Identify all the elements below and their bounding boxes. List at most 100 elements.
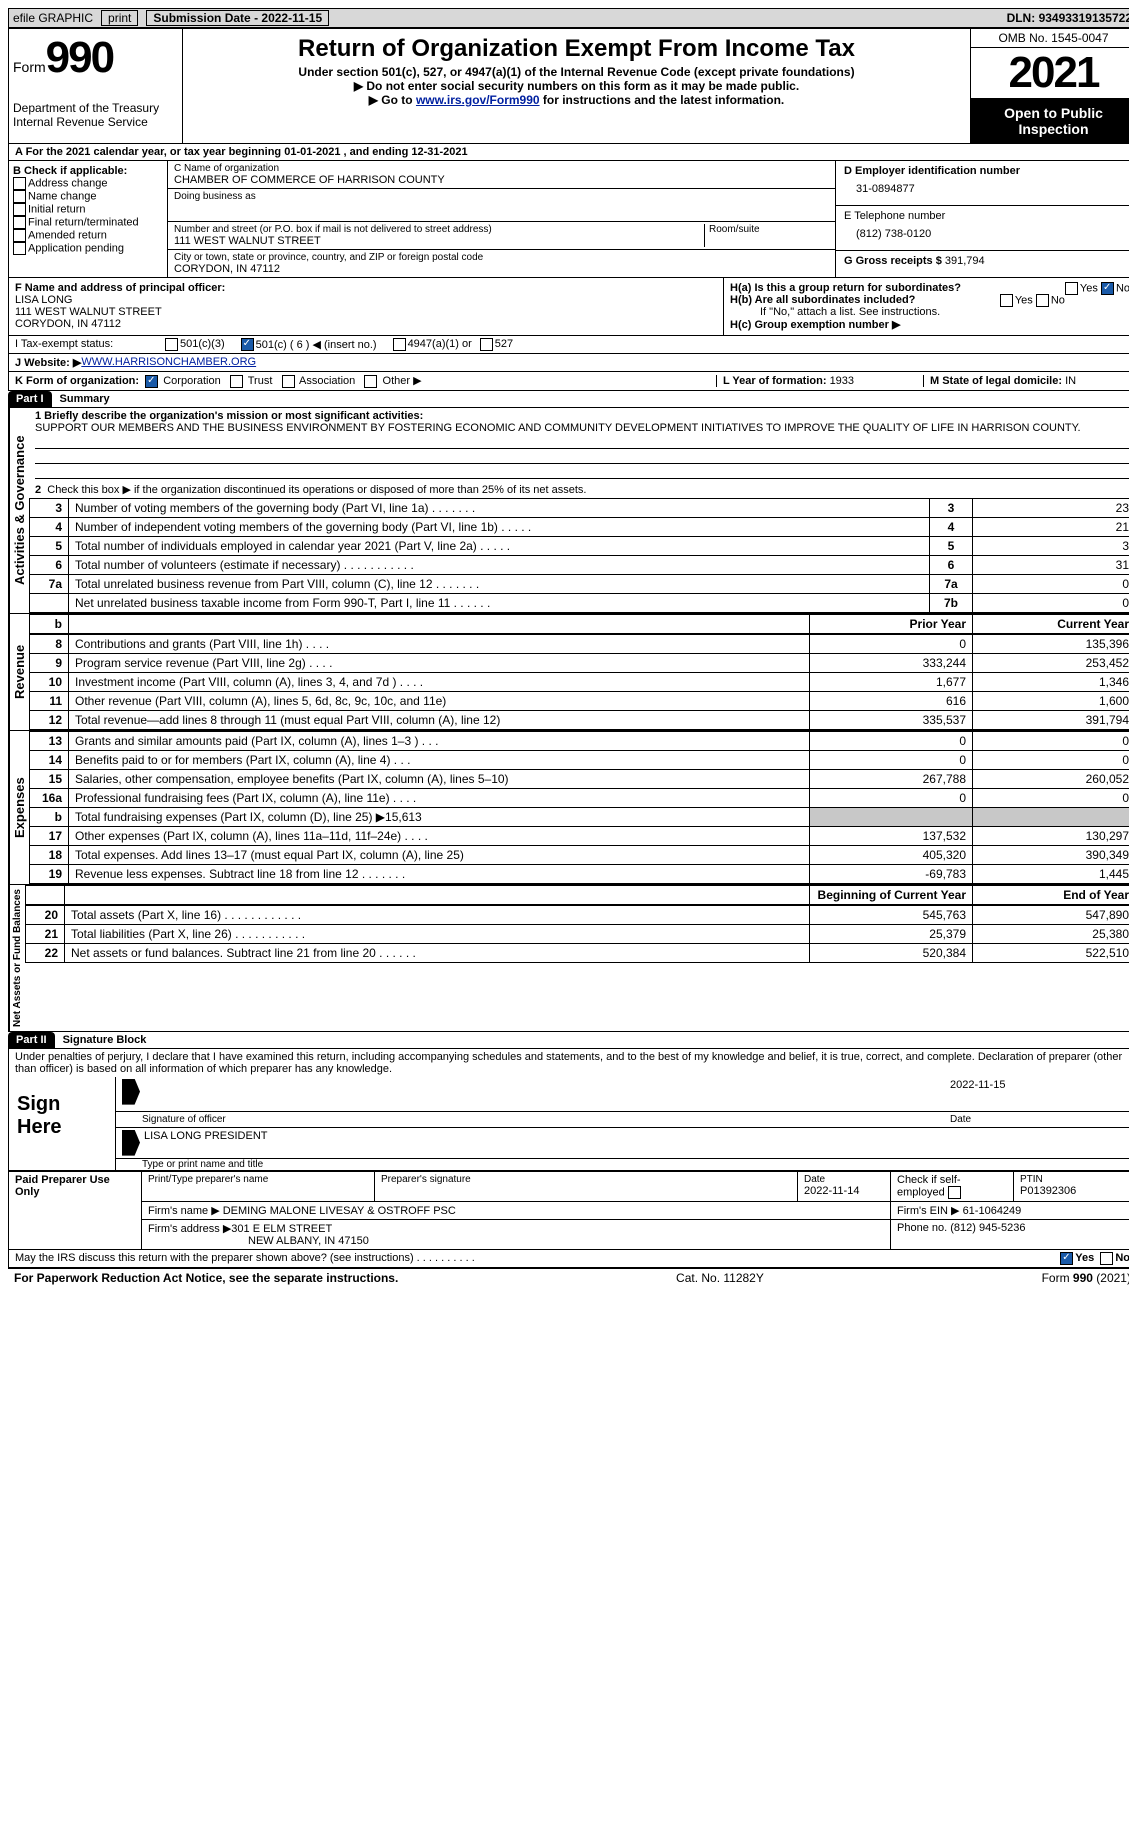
hb-yes[interactable] (1000, 294, 1013, 307)
table-exp: 13Grants and similar amounts paid (Part … (29, 731, 1129, 884)
omb-number: OMB No. 1545-0047 (971, 29, 1129, 48)
table-row: 7aTotal unrelated business revenue from … (30, 574, 1129, 593)
phone-box: E Telephone number (812) 738-0120 (836, 206, 1129, 251)
section-bcd: B Check if applicable: Address change Na… (8, 161, 1129, 278)
footer: For Paperwork Reduction Act Notice, see … (8, 1268, 1129, 1287)
b-label: B Check if applicable: (13, 165, 127, 177)
org-name: CHAMBER OF COMMERCE OF HARRISON COUNTY (174, 174, 829, 186)
col-b: B Check if applicable: Address change Na… (9, 161, 168, 277)
table-row: 10Investment income (Part VIII, column (… (30, 672, 1129, 691)
ha-no[interactable] (1101, 282, 1114, 295)
table-net: 20Total assets (Part X, line 16) . . . .… (25, 905, 1129, 963)
table-row: bTotal fundraising expenses (Part IX, co… (30, 807, 1129, 826)
table-rev: 8Contributions and grants (Part VIII, li… (29, 634, 1129, 730)
table-row: 9Program service revenue (Part VIII, lin… (30, 653, 1129, 672)
arrow-icon (122, 1079, 140, 1105)
h-note: If "No," attach a list. See instructions… (730, 306, 1129, 318)
table-row: 22Net assets or fund balances. Subtract … (26, 943, 1129, 962)
gross-receipts: 391,794 (945, 255, 985, 267)
dba-box: Doing business as (168, 189, 835, 222)
k-other[interactable] (364, 375, 377, 388)
irs-link[interactable]: www.irs.gov/Form990 (416, 93, 540, 107)
col-c: C Name of organization CHAMBER OF COMMER… (168, 161, 835, 277)
table-row: 17Other expenses (Part IX, column (A), l… (30, 826, 1129, 845)
declaration: Under penalties of perjury, I declare th… (8, 1048, 1129, 1077)
chk-name[interactable]: Name change (13, 190, 163, 203)
header-left: Form990 Department of the Treasury Inter… (9, 29, 183, 143)
table-row: 5Total number of individuals employed in… (30, 536, 1129, 555)
table-row: 19Revenue less expenses. Subtract line 1… (30, 864, 1129, 883)
row-j: J Website: ▶ WWW.HARRISONCHAMBER.ORG (8, 354, 1129, 372)
table-ag: 3Number of voting members of the governi… (29, 498, 1129, 613)
vtab-exp: Expenses (9, 731, 29, 884)
discuss-no[interactable] (1100, 1252, 1113, 1265)
vtab-net: Net Assets or Fund Balances (9, 885, 25, 1031)
sign-date: 2022-11-15 (950, 1079, 1129, 1109)
city: CORYDON, IN 47112 (174, 263, 829, 275)
table-row: 13Grants and similar amounts paid (Part … (30, 731, 1129, 750)
website-link[interactable]: WWW.HARRISONCHAMBER.ORG (81, 356, 256, 369)
table-row: 15Salaries, other compensation, employee… (30, 769, 1129, 788)
part1-header: Part ISummary (8, 391, 1129, 407)
i-501c[interactable] (241, 338, 254, 351)
chk-amended[interactable]: Amended return (13, 229, 163, 242)
table-row: 21Total liabilities (Part X, line 26) . … (26, 924, 1129, 943)
h-section: H(a) Is this a group return for subordin… (724, 278, 1129, 335)
part2-header: Part IISignature Block (8, 1032, 1129, 1048)
net-block: Net Assets or Fund Balances Beginning of… (8, 885, 1129, 1032)
footer-mid: Cat. No. 11282Y (676, 1271, 764, 1285)
line2: 2 Check this box ▶ if the organization d… (29, 481, 1129, 498)
arrow-icon (122, 1130, 140, 1156)
print-button[interactable]: print (101, 10, 138, 26)
paid-label: Paid Preparer Use Only (9, 1171, 142, 1249)
table-row: 8Contributions and grants (Part VIII, li… (30, 634, 1129, 653)
h-c: H(c) Group exemption number ▶ (730, 318, 1129, 331)
table-net-head: Beginning of Current YearEnd of Year (25, 885, 1129, 905)
form-header: Form990 Department of the Treasury Inter… (8, 28, 1129, 144)
k-corp[interactable] (145, 375, 158, 388)
city-box: City or town, state or province, country… (168, 250, 835, 277)
k-assoc[interactable] (282, 375, 295, 388)
chk-self-employed[interactable] (948, 1186, 961, 1199)
chk-final[interactable]: Final return/terminated (13, 216, 163, 229)
street: 111 WEST WALNUT STREET (174, 235, 704, 247)
top-bar: efile GRAPHIC print Submission Date - 20… (8, 8, 1129, 28)
sign-here-block: Sign Here 2022-11-15 Signature of office… (8, 1077, 1129, 1171)
open-inspection: Open to Public Inspection (971, 99, 1129, 143)
irs-label: Internal Revenue Service (13, 115, 178, 129)
chk-address[interactable]: Address change (13, 177, 163, 190)
chk-pending[interactable]: Application pending (13, 242, 163, 255)
vtab-ag: Activities & Governance (9, 408, 29, 613)
form-subtitle: Under section 501(c), 527, or 4947(a)(1)… (189, 65, 964, 79)
note-goto: Go to www.irs.gov/Form990 for instructio… (189, 93, 964, 107)
tax-year: 2021 (971, 48, 1129, 99)
table-row: 20Total assets (Part X, line 16) . . . .… (26, 905, 1129, 924)
col-d: D Employer identification number 31-0894… (835, 161, 1129, 277)
vtab-rev: Revenue (9, 614, 29, 730)
firm-name: DEMING MALONE LIVESAY & OSTROFF PSC (223, 1205, 456, 1217)
efile-label: efile GRAPHIC (13, 11, 93, 25)
k-trust[interactable] (230, 375, 243, 388)
paid-preparer-block: Paid Preparer Use Only Print/Type prepar… (8, 1171, 1129, 1250)
f-officer: F Name and address of principal officer:… (9, 278, 724, 335)
header-right: OMB No. 1545-0047 2021 Open to Public In… (970, 29, 1129, 143)
i-4947[interactable] (393, 338, 406, 351)
form-number: 990 (46, 33, 113, 82)
form-word: Form (13, 59, 46, 75)
hb-no[interactable] (1036, 294, 1049, 307)
discuss-yes[interactable] (1060, 1252, 1073, 1265)
ha-yes[interactable] (1065, 282, 1078, 295)
i-501c3[interactable] (165, 338, 178, 351)
ein: 31-0894877 (844, 177, 1128, 201)
i-527[interactable] (480, 338, 493, 351)
row-i: I Tax-exempt status: 501(c)(3) 501(c) ( … (8, 336, 1129, 354)
sign-here-label: Sign Here (9, 1077, 116, 1170)
h-b: H(b) Are all subordinates included? Yes … (730, 294, 1129, 306)
chk-initial[interactable]: Initial return (13, 203, 163, 216)
dln: DLN: 93493319135722 (1007, 11, 1129, 25)
table-row: 16aProfessional fundraising fees (Part I… (30, 788, 1129, 807)
section-fgh: F Name and address of principal officer:… (8, 278, 1129, 336)
rev-block: Revenue bPrior YearCurrent Year 8Contrib… (8, 614, 1129, 731)
table-row: 6Total number of volunteers (estimate if… (30, 555, 1129, 574)
form-title: Return of Organization Exempt From Incom… (189, 35, 964, 63)
